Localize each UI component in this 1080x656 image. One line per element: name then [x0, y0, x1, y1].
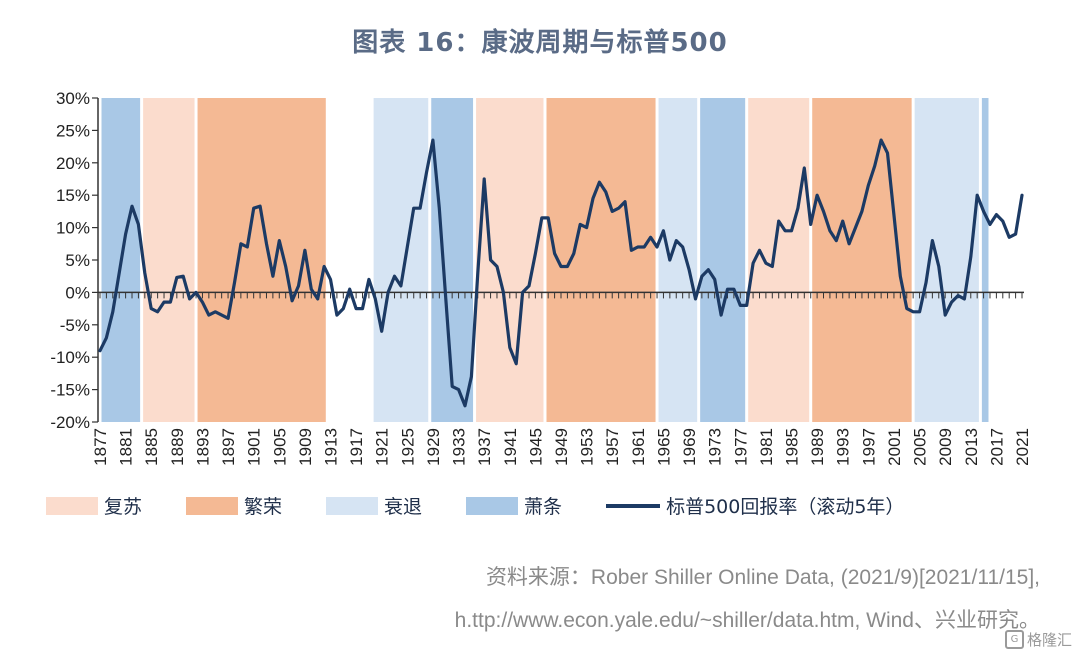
legend-swatch-prosperity [186, 496, 239, 515]
x-tick-label: 1889 [168, 428, 187, 466]
y-tick-label: 5% [65, 251, 90, 270]
legend-line-sp500-return [606, 503, 661, 508]
phase-band-depression [700, 98, 746, 422]
x-axis-ticks: 1877 1881 1885 1889 1893 1897 1901 1905 1909 1913… [91, 428, 1032, 466]
phase-band-recovery [476, 98, 544, 422]
x-tick-label: 2021 [1013, 428, 1032, 466]
x-tick-label: 1937 [475, 428, 494, 466]
y-tick-label: 20% [56, 154, 90, 173]
y-tick-label: 25% [56, 121, 90, 140]
y-tick-label: -5% [60, 316, 90, 335]
legend-label-depression: 萧条 [524, 496, 563, 518]
chart-title: 图表 16：康波周期与标普500 [352, 28, 728, 58]
x-tick-label: 1945 [526, 428, 545, 466]
x-tick-label: 1893 [193, 428, 212, 466]
x-tick-label: 1961 [629, 428, 648, 466]
x-tick-label: 1921 [373, 428, 392, 466]
x-tick-label: 1985 [783, 428, 802, 466]
watermark-text: 格隆汇 [1026, 631, 1072, 649]
x-tick-label: 1897 [219, 428, 238, 466]
phase-band-recession [658, 98, 698, 422]
legend-item-prosperity: 繁荣 [186, 492, 282, 519]
x-tick-label: 1977 [731, 428, 750, 466]
y-axis-ticks: 30% 25% 20% 15% 10% 5% 0% -5% -10% -15% -20% [50, 89, 98, 432]
phase-band-prosperity [812, 98, 912, 422]
x-tick-label: 2001 [885, 428, 904, 466]
x-tick-label: 1913 [322, 428, 341, 466]
x-tick-label: 1981 [757, 428, 776, 466]
y-tick-label: -15% [50, 381, 90, 400]
x-tick-label: 1989 [808, 428, 827, 466]
phase-bands [101, 98, 989, 422]
legend-item-depression: 萧条 [466, 492, 562, 519]
x-tick-label: 1929 [424, 428, 443, 466]
legend-swatch-recession [326, 496, 379, 515]
phase-band-recession [914, 98, 979, 422]
watermark-logo: G 格隆汇 [1004, 629, 1072, 650]
x-tick-label: 1973 [706, 428, 725, 466]
x-tick-label: 2013 [962, 428, 981, 466]
legend-swatch-depression [466, 496, 519, 515]
x-tick-label: 1953 [578, 428, 597, 466]
legend-label-sp500-return: 标普500回报率（滚动5年） [666, 496, 905, 518]
legend-item-recession: 衰退 [326, 492, 422, 519]
y-tick-label: -10% [50, 348, 90, 367]
x-tick-label: 1905 [270, 428, 289, 466]
x-tick-label: 1941 [501, 428, 520, 466]
phase-band-recovery [748, 98, 810, 422]
x-tick-label: 1909 [296, 428, 315, 466]
x-tick-label: 1885 [142, 428, 161, 466]
series-layer [98, 138, 1024, 408]
legend: 复苏 繁荣 衰退 萧条 标普500回报率（滚动5年） [46, 492, 948, 519]
x-tick-label: 1933 [450, 428, 469, 466]
x-tick-label: 2017 [987, 428, 1006, 466]
legend-item-sp500-return: 标普500回报率（滚动5年） [606, 492, 904, 519]
x-tick-label: 1957 [603, 428, 622, 466]
source-line-1: 资料来源：Rober Shiller Online Data, (2021/9)… [485, 566, 1040, 589]
x-tick-label: 1917 [347, 428, 366, 466]
source-line-2: h.ttp://www.econ.yale.edu/~shiller/data.… [454, 609, 1040, 632]
x-tick-label: 1965 [654, 428, 673, 466]
y-tick-label: -20% [50, 413, 90, 432]
watermark-glyph: G [1004, 630, 1024, 649]
axes [97, 98, 1024, 422]
phase-band-prosperity [546, 98, 656, 422]
chart-plot: 30%25%20%15%10%5%0%-5%-10%-15%-20% 1877 1… [50, 89, 1032, 466]
x-tick-label: 1997 [859, 428, 878, 466]
x-tick-label: 1877 [91, 428, 110, 466]
y-tick-label: 30% [56, 89, 90, 108]
legend-label-prosperity: 繁荣 [244, 496, 283, 518]
x-tick-label: 1925 [398, 428, 417, 466]
y-tick-label: 0% [65, 283, 90, 302]
x-tick-label: 1969 [680, 428, 699, 466]
x-tick-label: 1993 [834, 428, 853, 466]
x-tick-label: 1949 [552, 428, 571, 466]
legend-item-recovery: 复苏 [46, 492, 142, 519]
phase-band-recovery [143, 98, 195, 422]
x-tick-label: 2005 [911, 428, 930, 466]
phase-band-depression [981, 98, 989, 422]
phase-band-recession [373, 98, 429, 422]
y-tick-label: 10% [56, 219, 90, 238]
legend-swatch-recovery [46, 496, 98, 515]
x-tick-label: 2009 [936, 428, 955, 466]
x-tick-label: 1901 [245, 428, 264, 466]
legend-label-recovery: 复苏 [104, 496, 143, 518]
legend-label-recession: 衰退 [384, 496, 423, 518]
y-tick-label: 15% [56, 186, 90, 205]
x-tick-label: 1881 [117, 428, 136, 466]
